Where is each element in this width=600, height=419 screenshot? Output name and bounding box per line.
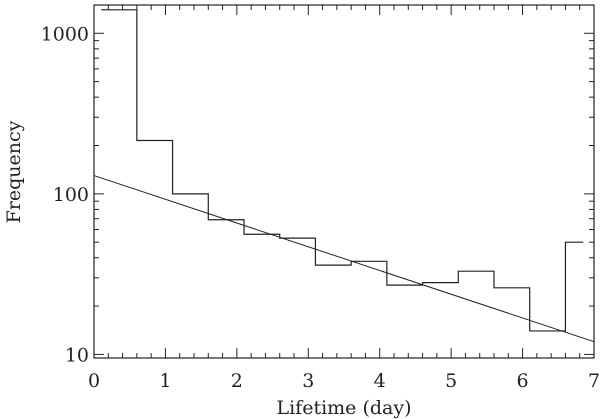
y-major-ticks <box>94 32 594 355</box>
x-tick-label: 7 <box>588 370 600 392</box>
x-tick-label: 1 <box>159 370 171 392</box>
y-axis-label: Frequency <box>3 120 25 223</box>
x-tick-label: 2 <box>231 370 243 392</box>
y-tick-label: 10 <box>65 344 89 366</box>
x-tick-labels: 0 1 2 3 4 5 6 7 <box>88 370 600 392</box>
x-axis-label: Lifetime (day) <box>276 397 411 419</box>
y-tick-label: 100 <box>53 184 89 206</box>
y-tick-label: 1000 <box>41 23 89 45</box>
x-minor-ticks <box>107 5 581 358</box>
x-tick-label: 0 <box>88 370 100 392</box>
x-tick-label: 3 <box>302 370 314 392</box>
x-tick-label: 6 <box>517 370 529 392</box>
fit-line <box>93 175 595 343</box>
x-tick-label: 4 <box>374 370 386 392</box>
plot-frame <box>93 4 595 359</box>
x-major-ticks <box>93 5 595 358</box>
y-tick-labels: 10 100 1000 <box>41 23 89 366</box>
histogram-series <box>101 9 584 332</box>
y-minor-ticks <box>94 40 594 307</box>
x-tick-label: 5 <box>445 370 457 392</box>
